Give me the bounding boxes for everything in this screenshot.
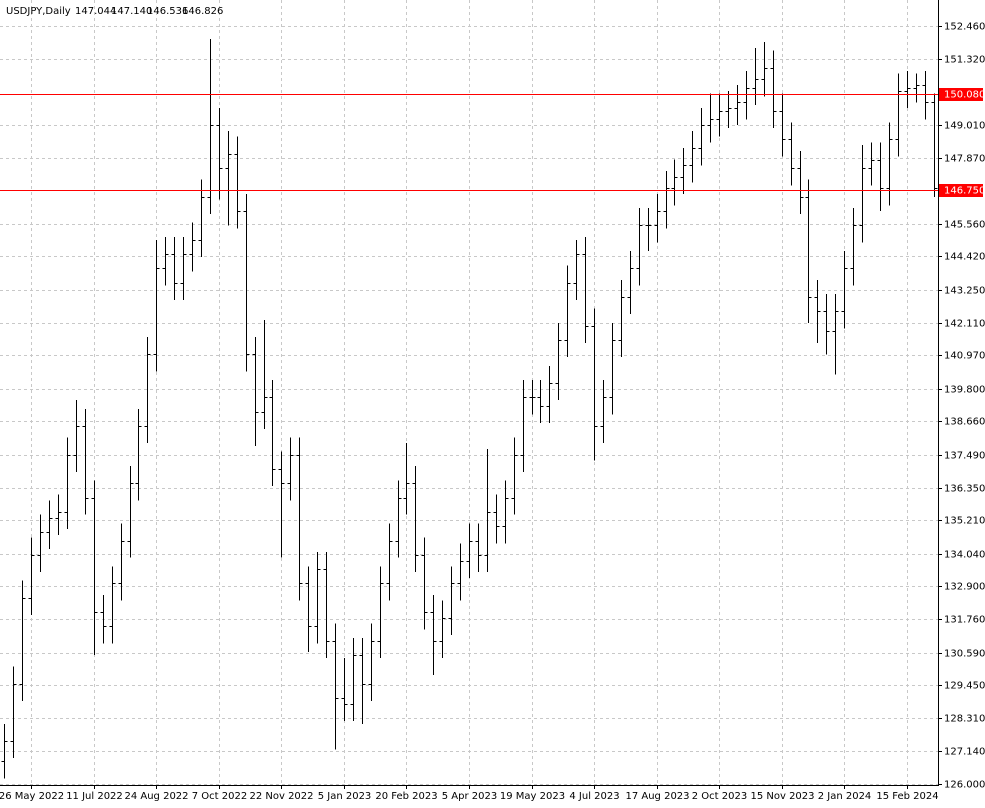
x-tick-label: 2 Jan 2024 <box>818 791 872 802</box>
symbol-label: USDJPY,Daily <box>6 6 71 17</box>
x-tick-label: 15 Feb 2024 <box>876 791 938 802</box>
y-tick-label: 135.210 <box>944 516 985 527</box>
overlay: 126.000 127.140 128.310 129.450 130.590 131.7… <box>0 22 985 802</box>
y-tick-label: 140.970 <box>944 351 985 362</box>
price-label: 146.750 <box>944 186 985 197</box>
y-tick-label: 128.310 <box>944 714 985 725</box>
x-tick-label: 11 Jul 2022 <box>66 791 123 802</box>
header-value: 147.140 <box>111 6 152 17</box>
y-tick-label: 147.870 <box>944 154 985 165</box>
y-tick-label: 152.460 <box>944 22 985 33</box>
y-tick-label: 149.010 <box>944 121 985 132</box>
x-tick-label: 17 Aug 2023 <box>625 791 689 802</box>
y-tick-label: 126.000 <box>944 780 985 791</box>
y-tick-label: 144.420 <box>944 252 985 263</box>
header-value: 147.044 <box>75 6 116 17</box>
x-tick-label: 5 Apr 2023 <box>442 791 497 802</box>
x-tick-label: 4 Jul 2023 <box>569 791 619 802</box>
x-tick-label: 19 May 2023 <box>500 791 565 802</box>
y-tick-label: 145.560 <box>944 220 985 231</box>
x-tick-label: 7 Oct 2022 <box>192 791 247 802</box>
y-tick-label: 129.450 <box>944 681 985 692</box>
x-tick-label: 15 Nov 2023 <box>750 791 814 802</box>
y-tick-label: 136.350 <box>944 484 985 495</box>
y-tick-label: 134.040 <box>944 550 985 561</box>
y-tick-label: 131.760 <box>944 615 985 626</box>
y-tick-label: 137.490 <box>944 451 985 462</box>
header-value: 146.826 <box>182 6 223 17</box>
bars <box>1 39 938 779</box>
y-tick-label: 127.140 <box>944 747 985 758</box>
price-label: 150.080 <box>944 90 985 101</box>
y-tick-label: 143.250 <box>944 286 985 297</box>
x-tick-label: 20 Feb 2023 <box>375 791 437 802</box>
price-label-box <box>939 88 983 101</box>
x-tick-label: 2 Oct 2023 <box>692 791 747 802</box>
y-tick-label: 130.590 <box>944 649 985 660</box>
x-tick-label: 26 May 2022 <box>0 791 64 802</box>
y-tick-label: 138.660 <box>944 417 985 428</box>
y-tick-label: 139.800 <box>944 385 985 396</box>
x-tick-label: 5 Jan 2023 <box>318 791 372 802</box>
x-tick-label: 22 Nov 2022 <box>249 791 313 802</box>
y-tick-label: 142.110 <box>944 319 985 330</box>
price-label-box <box>939 184 983 197</box>
y-tick-label: 132.900 <box>944 582 985 593</box>
x-tick-label: 24 Aug 2022 <box>124 791 188 802</box>
header-value: 146.536 <box>147 6 188 17</box>
y-tick-label: 151.320 <box>944 55 985 66</box>
